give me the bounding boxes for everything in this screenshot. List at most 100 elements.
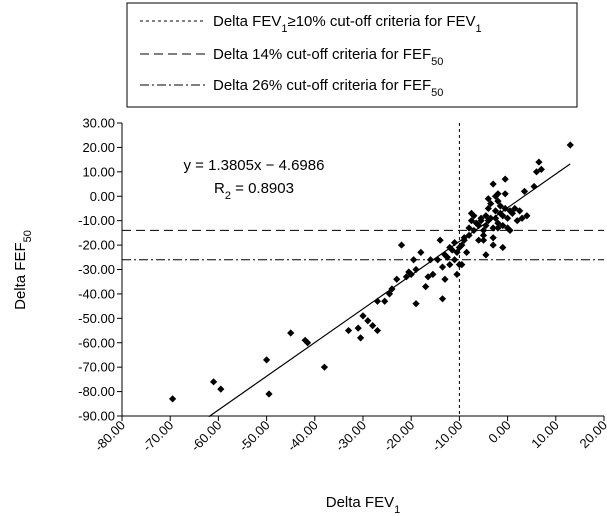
data-point	[453, 248, 461, 257]
regression-annotation: y = 1.3805x − 4.6986 R2 = 0.8903	[184, 157, 325, 202]
data-point	[475, 221, 483, 230]
data-point	[506, 226, 514, 235]
legend-box	[126, 2, 578, 108]
data-point	[424, 273, 432, 281]
x-tick-label: -70.00	[140, 418, 177, 455]
data-point	[463, 248, 471, 257]
data-point	[405, 268, 413, 276]
data-point	[491, 192, 500, 200]
data-point	[436, 236, 444, 244]
data-point	[458, 241, 466, 249]
data-point	[489, 234, 497, 242]
data-point	[501, 190, 509, 198]
y-tick-label: -50.00	[78, 311, 115, 326]
data-point	[369, 322, 377, 330]
data-point	[489, 241, 497, 249]
data-point	[356, 334, 365, 342]
data-point	[566, 141, 574, 149]
data-point	[520, 187, 529, 195]
data-point	[446, 261, 454, 269]
data-point	[475, 236, 483, 244]
data-point	[450, 239, 459, 247]
data-point	[494, 190, 502, 198]
y-tick-label: -30.00	[78, 262, 115, 277]
data-point	[489, 180, 497, 188]
data-point	[393, 275, 401, 283]
data-point	[364, 317, 372, 325]
data-point	[499, 243, 507, 252]
x-tick-label: -30.00	[332, 418, 369, 455]
data-point	[532, 168, 541, 176]
y-tick-label: -20.00	[78, 238, 115, 253]
data-point	[443, 253, 451, 261]
data-point	[537, 165, 545, 173]
legend-entry-dashed: Delta 14% cut-off criteria for FEF50	[213, 46, 443, 68]
data-point	[501, 204, 509, 213]
data-point	[491, 214, 500, 222]
x-tick-label: -60.00	[188, 418, 225, 455]
data-point	[455, 261, 463, 269]
y-tick-label: -80.00	[78, 384, 115, 399]
data-point	[412, 265, 420, 274]
data-point	[511, 204, 519, 213]
data-point	[373, 326, 382, 335]
y-tick-label: -90.00	[78, 409, 115, 424]
data-point	[504, 214, 512, 222]
x-tick-label: 10.00	[528, 418, 562, 452]
x-tick-label: -20.00	[381, 418, 418, 455]
data-point	[494, 224, 502, 232]
x-tick-label: 0.00	[485, 418, 514, 447]
data-point	[410, 256, 418, 264]
data-point	[513, 217, 521, 225]
data-point	[530, 182, 538, 191]
data-point	[501, 175, 509, 183]
data-point	[535, 158, 543, 166]
y-tick-label: -40.00	[78, 286, 115, 301]
data-point	[465, 224, 473, 232]
data-point	[487, 214, 495, 222]
x-tick-label: -40.00	[284, 418, 321, 455]
data-point	[479, 231, 488, 239]
data-point	[518, 214, 526, 222]
data-point	[263, 356, 271, 364]
data-point	[467, 209, 476, 217]
data-point	[516, 207, 524, 215]
plot-area: 30.00 20.00 10.00 0.00 -10.00 -20.00 -30.00 -40…	[78, 116, 607, 455]
data-point	[465, 231, 473, 239]
data-point	[479, 236, 488, 244]
data-point	[487, 199, 495, 208]
data-point	[359, 312, 367, 320]
y-tick-label: -10.00	[78, 213, 115, 228]
data-point	[217, 385, 225, 393]
data-point	[484, 204, 492, 213]
data-point	[265, 390, 273, 398]
data-point	[470, 226, 478, 235]
data-point	[397, 241, 406, 249]
data-point	[441, 275, 449, 283]
legend-entry-dashdot: Delta 26% cut-off criteria for FEF50	[213, 77, 443, 99]
y-tick-label: 30.00	[82, 116, 115, 131]
data-point	[499, 212, 507, 220]
data-point	[477, 214, 485, 222]
legend-entry-dotted: Delta FEV1≥10% cut-off criteria for FEV1	[213, 13, 482, 35]
y-tick-label: 0.00	[90, 189, 115, 204]
data-point	[472, 219, 480, 227]
data-point	[438, 295, 447, 303]
data-point	[209, 378, 218, 386]
data-point	[482, 221, 490, 230]
data-point	[438, 263, 447, 271]
x-tick-label: -10.00	[429, 418, 466, 455]
data-point	[491, 207, 500, 215]
data-point	[354, 324, 362, 332]
data-point	[373, 297, 382, 305]
data-point	[499, 221, 507, 230]
y-tick-label: 10.00	[82, 164, 115, 179]
legend: Delta FEV1≥10% cut-off criteria for FEV1…	[126, 2, 578, 108]
data-point	[422, 282, 430, 291]
data-point	[448, 246, 456, 254]
data-point	[417, 248, 425, 257]
data-point	[494, 219, 502, 227]
data-point	[453, 270, 461, 278]
data-point	[320, 363, 329, 371]
